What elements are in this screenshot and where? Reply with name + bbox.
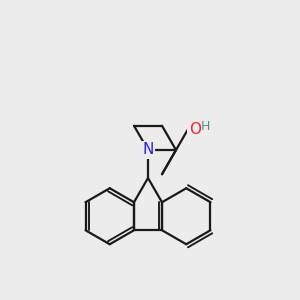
Text: H: H	[201, 120, 211, 133]
Text: N: N	[142, 142, 154, 158]
Text: O: O	[189, 122, 201, 137]
